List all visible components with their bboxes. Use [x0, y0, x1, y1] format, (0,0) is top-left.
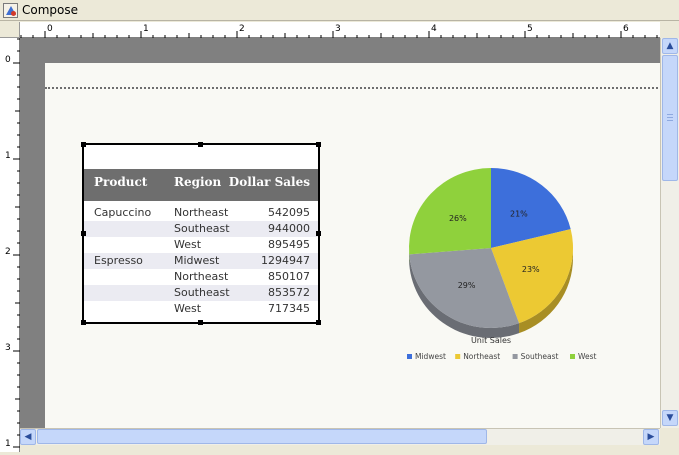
- window-title: Compose: [22, 3, 78, 17]
- vertical-scrollbar[interactable]: ▲ ▼: [660, 38, 679, 428]
- ruler-label: 2: [5, 247, 11, 257]
- horizontal-scrollbar[interactable]: ◀ ▶: [20, 428, 660, 445]
- legend-label: Northeast: [463, 352, 500, 361]
- ruler-label: 3: [335, 24, 341, 34]
- ruler-label: 3: [5, 343, 11, 353]
- pie-data-label: 26%: [449, 214, 467, 223]
- legend-label: Southeast: [521, 352, 559, 361]
- ruler-label: 1: [5, 439, 11, 449]
- ruler-label: 5: [527, 24, 533, 34]
- legend-label: West: [578, 352, 596, 361]
- ruler-label: 4: [431, 24, 437, 34]
- ruler-label: 6: [623, 24, 629, 34]
- vertical-scroll-thumb[interactable]: [662, 55, 678, 181]
- chart-title: Unit Sales: [471, 336, 511, 345]
- horizontal-scroll-thumb[interactable]: [37, 429, 487, 444]
- scroll-right-button[interactable]: ▶: [643, 429, 659, 445]
- ruler-label: 0: [47, 24, 53, 34]
- ruler-label: 1: [5, 151, 11, 161]
- pie-data-label: 23%: [522, 265, 540, 274]
- scrollbar-corner: [660, 428, 679, 445]
- horizontal-ruler-ticks: 0 1 2 3 4 5 6: [20, 22, 660, 38]
- design-canvas[interactable]: Product Region Dollar Sales Capuccino No…: [20, 38, 660, 428]
- vertical-ruler: 0 1 2 3 1: [0, 38, 20, 452]
- legend-swatch: [513, 354, 518, 359]
- report-page[interactable]: Product Region Dollar Sales Capuccino No…: [45, 63, 660, 428]
- ruler-label: 0: [5, 55, 11, 65]
- legend-label: Midwest: [415, 352, 446, 361]
- pie-data-label: 29%: [458, 281, 476, 290]
- title-bar: Compose: [0, 0, 679, 21]
- app-icon: [3, 3, 18, 18]
- scroll-left-button[interactable]: ◀: [20, 429, 36, 445]
- legend-swatch: [570, 354, 575, 359]
- pie-data-label: 21%: [510, 209, 528, 218]
- ruler-label: 2: [239, 24, 245, 34]
- ruler-corner: [0, 22, 20, 38]
- pie-chart[interactable]: 21% 23% 29% 26% Unit Sales Midwest Northeast So…: [45, 63, 660, 428]
- scroll-up-button[interactable]: ▲: [662, 38, 678, 54]
- ruler-label: 1: [143, 24, 149, 34]
- pie-slice-west: [409, 168, 491, 254]
- horizontal-ruler: 0 1 2 3 4 5 6: [20, 22, 660, 38]
- vertical-ruler-ticks: 0 1 2 3 1: [0, 38, 20, 452]
- legend-swatch: [407, 354, 412, 359]
- legend-swatch: [455, 354, 460, 359]
- scroll-down-button[interactable]: ▼: [662, 410, 678, 426]
